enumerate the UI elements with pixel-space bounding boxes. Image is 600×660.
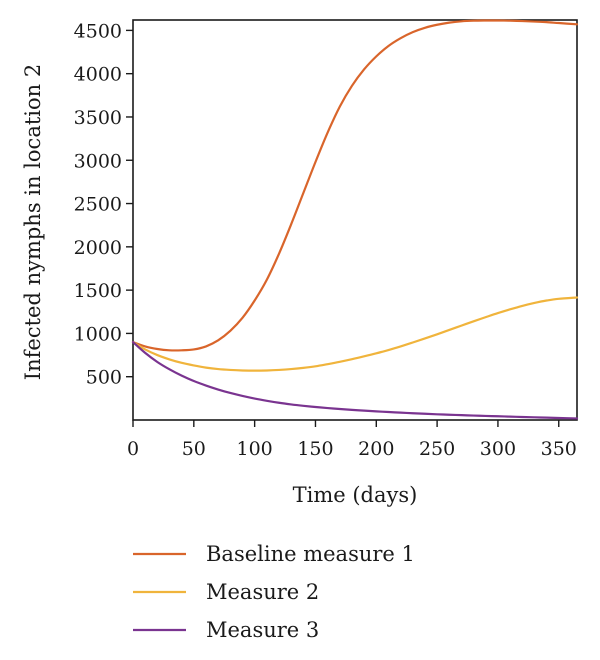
x-tick-label: 100	[237, 438, 273, 460]
y-axis: 500 1000 1500 2000 2500 3000 3500 4000 4500	[74, 20, 133, 389]
y-tick-label: 500	[86, 367, 122, 389]
x-tick-label: 150	[297, 438, 333, 460]
x-tick-label: 0	[127, 438, 139, 460]
x-tick-label: 200	[358, 438, 394, 460]
series-line-2	[131, 296, 579, 372]
legend-label: Baseline measure 1	[206, 542, 415, 566]
y-axis-title: Infected nymphs in location 2	[21, 64, 45, 380]
x-axis: 0 50 100 150 200 250 300 350	[127, 420, 577, 460]
y-tick-label: 4500	[74, 20, 122, 42]
legend-label: Measure 3	[206, 618, 319, 642]
y-tick-label: 2000	[74, 237, 122, 259]
x-tick-label: 50	[182, 438, 206, 460]
y-tick-label: 3000	[74, 150, 122, 172]
legend: Baseline measure 1 Measure 2 Measure 3	[133, 542, 415, 642]
y-tick-label: 2500	[74, 194, 122, 216]
x-tick-label: 250	[419, 438, 455, 460]
plot-frame	[132, 19, 578, 421]
series-line-1	[131, 19, 579, 352]
y-tick-label: 3500	[74, 107, 122, 129]
legend-label: Measure 2	[206, 580, 319, 604]
series-line-3	[131, 340, 579, 420]
x-axis-title: Time (days)	[293, 483, 418, 507]
y-tick-label: 1500	[74, 280, 122, 302]
y-tick-label: 1000	[74, 323, 122, 345]
y-tick-label: 4000	[74, 64, 122, 86]
x-tick-label: 350	[541, 438, 577, 460]
x-tick-label: 300	[480, 438, 516, 460]
series-lines	[131, 19, 579, 420]
